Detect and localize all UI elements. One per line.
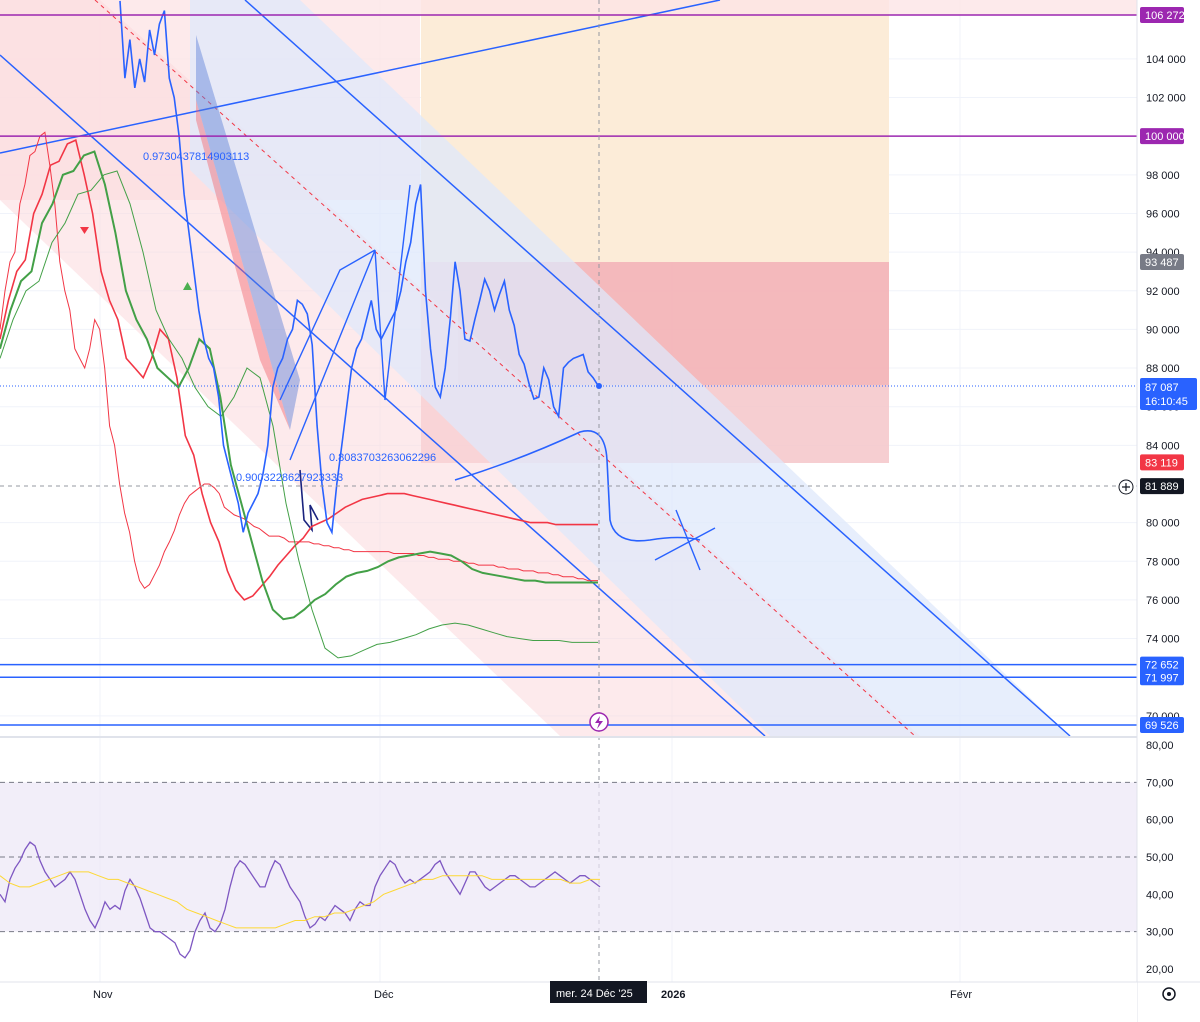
- price-tick-9: 84 000: [1146, 440, 1180, 452]
- price-series-1[interactable]: [0, 138, 598, 601]
- price-tick-5: 92 000: [1146, 286, 1180, 298]
- last-price-badge: [1140, 378, 1197, 410]
- osc-tick-3: 50,00: [1146, 852, 1174, 864]
- wedge-highlight[interactable]: [196, 35, 300, 430]
- osc-series-1[interactable]: [0, 871, 600, 929]
- level-badge-label-4: 81 889: [1145, 481, 1179, 493]
- level-badge-label-5: 72 652: [1145, 660, 1179, 672]
- time-tick-feb: Févr: [950, 989, 972, 1001]
- annotation-fib-1[interactable]: 0.9730437814903113: [143, 151, 249, 163]
- channel-lower-line[interactable]: [0, 54, 766, 737]
- price-tick-13: 74 000: [1146, 634, 1180, 646]
- series-layer: [0, 0, 599, 659]
- price-tick-12: 76 000: [1146, 595, 1180, 607]
- price-tick-2: 98 000: [1146, 170, 1180, 182]
- time-tick-nov: Nov: [93, 989, 113, 1001]
- price-series-4[interactable]: [119, 0, 599, 536]
- level-badges: 106 272 100 000 93 487 83 119 81 889 72 65271…: [1140, 7, 1185, 733]
- projection-cross-a: [654, 527, 716, 561]
- drawings-layer[interactable]: [0, 0, 1137, 737]
- time-tick-2026: 2026: [661, 989, 685, 1001]
- trendline-rising[interactable]: [0, 0, 721, 154]
- projection-curve[interactable]: [454, 430, 701, 542]
- osc-tick-6: 20,00: [1146, 964, 1174, 976]
- level-badge-label-3: 83 119: [1145, 457, 1178, 469]
- level-badge-0: [1140, 7, 1184, 23]
- level-badge-label-6: 71 997: [1145, 672, 1179, 684]
- level-badge-label-0: 106 272: [1145, 10, 1185, 22]
- osc-series-0[interactable]: [0, 841, 601, 959]
- level-badge-label-1: 100 000: [1145, 131, 1185, 143]
- level-badge-label-7: 69 526: [1145, 720, 1179, 732]
- channel-upper-line[interactable]: [244, 0, 1071, 737]
- pattern-lines-2: [279, 249, 376, 401]
- pattern-lines[interactable]: [289, 184, 411, 461]
- projection-cross-b: [675, 509, 701, 571]
- osc-tick-5: 30,00: [1146, 927, 1174, 939]
- countdown-label: 16:10:45: [1145, 396, 1188, 408]
- price-tick-7: 88 000: [1146, 363, 1180, 375]
- price-series-3[interactable]: [0, 170, 598, 659]
- price-tick-6: 90 000: [1146, 324, 1180, 336]
- oscillator-layer: [0, 781, 1137, 959]
- level-badge-7: [1140, 717, 1184, 733]
- sell-signal-icon: [80, 227, 89, 234]
- level-badge-label-2: 93 487: [1145, 257, 1179, 269]
- oscillator-axis-ticks: 80,00 70,00 60,00 50,00 40,00 30,00 20,00: [1146, 740, 1174, 976]
- hand-drawn-tick: [299, 469, 319, 533]
- wedge-red: [196, 100, 290, 430]
- horizontal-levels[interactable]: [0, 14, 1137, 726]
- osc-tick-2: 60,00: [1146, 815, 1174, 827]
- price-tick-1: 102 000: [1146, 93, 1186, 105]
- time-tick-dec: Déc: [374, 989, 394, 1001]
- osc-tick-4: 40,00: [1146, 889, 1174, 901]
- price-tick-3: 96 000: [1146, 208, 1180, 220]
- annotation-fib-3[interactable]: 0.9003228627923333: [236, 472, 343, 484]
- level-badge-6: [1140, 669, 1184, 686]
- blue-channel[interactable]: [190, 0, 1070, 736]
- level-badge-5: [1140, 656, 1184, 673]
- last-price-label: 87 087: [1145, 382, 1179, 394]
- price-series-2[interactable]: [0, 150, 598, 621]
- price-tick-0: 104 000: [1146, 54, 1186, 66]
- level-badge-2: [1140, 254, 1184, 271]
- event-bolt-icon: [595, 716, 603, 729]
- osc-tick-1: 70,00: [1146, 777, 1174, 789]
- crosshair-time-badge: [550, 981, 647, 1003]
- settings-gear-icon[interactable]: [1162, 987, 1176, 1001]
- annotation-fib-2[interactable]: 0.8083703263062296: [329, 452, 436, 464]
- last-price-dot: [596, 383, 602, 389]
- price-tick-11: 78 000: [1146, 556, 1180, 568]
- level-badge-3: [1140, 454, 1184, 471]
- plus-icon: [1122, 483, 1130, 491]
- settings-gear-center: [1167, 992, 1171, 996]
- price-tick-10: 80 000: [1146, 518, 1180, 530]
- osc-tick-0: 80,00: [1146, 740, 1174, 752]
- level-badge-4: [1140, 478, 1184, 495]
- level-badge-1: [1140, 128, 1184, 145]
- buy-signal-icon: [183, 282, 192, 290]
- crosshair-time-label: mer. 24 Déc '25: [556, 988, 633, 1000]
